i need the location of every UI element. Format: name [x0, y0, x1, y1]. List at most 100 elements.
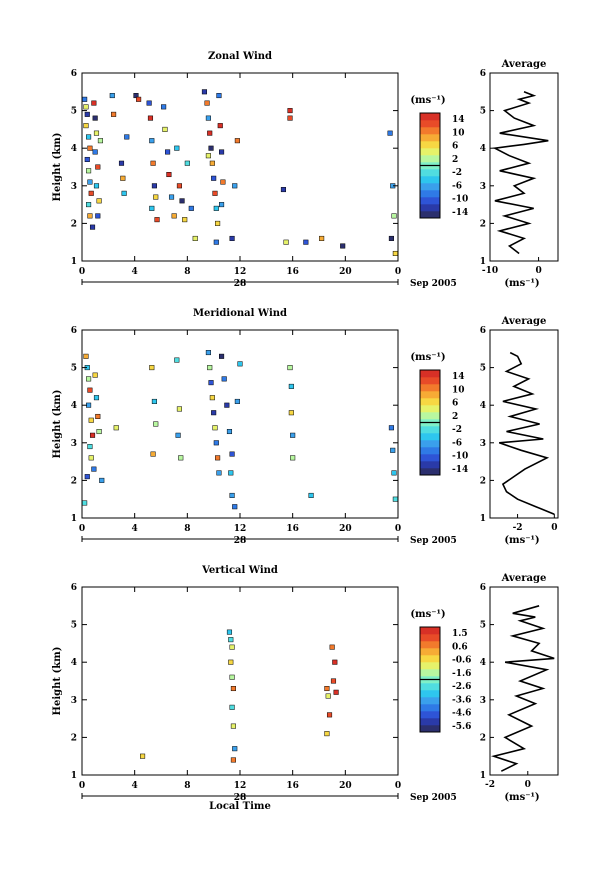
data-cell: [391, 213, 397, 219]
colorbar-tick-label: -4.6: [452, 709, 471, 719]
data-cell: [280, 187, 287, 193]
data-cell: [136, 96, 142, 102]
x-tick-label: 16: [286, 267, 299, 277]
data-cell: [229, 492, 235, 498]
colorbar-tick-label: 0.6: [452, 642, 468, 652]
colorbar-tick-label: 2: [452, 412, 458, 422]
date-label: 28: [234, 793, 247, 803]
data-cell: [209, 160, 215, 166]
data-cell: [216, 470, 222, 476]
colorbar-tick-label: 6: [452, 142, 458, 152]
colorbar-swatch: [420, 718, 440, 726]
date-label: 28: [234, 536, 247, 546]
profile-x-tick-label: 0: [551, 523, 557, 533]
y-tick-label: 6: [71, 69, 77, 79]
data-cell: [229, 704, 235, 710]
profile-x-label: (ms⁻¹): [504, 278, 539, 289]
data-cell: [179, 198, 185, 204]
colorbar-swatch: [420, 190, 440, 198]
y-axis-label: Height (km): [52, 133, 63, 202]
data-cell: [166, 172, 172, 178]
colorbar-tick-label: -10: [452, 195, 468, 205]
data-cell: [230, 686, 236, 692]
y-tick-label: 5: [71, 621, 77, 631]
y-tick-label: 1: [71, 514, 77, 524]
data-cell: [96, 198, 102, 204]
data-cell: [175, 432, 181, 438]
data-cell: [387, 130, 393, 136]
data-cell: [84, 111, 90, 117]
colorbar-swatch: [420, 169, 440, 177]
data-cell: [109, 93, 115, 99]
colorbar-swatch: [420, 669, 440, 677]
data-cell: [392, 250, 398, 256]
colorbar-swatch: [420, 127, 440, 135]
colorbar-swatch: [420, 176, 440, 184]
data-cell: [150, 160, 156, 166]
date-label: 28: [234, 279, 247, 289]
data-cell: [290, 455, 296, 461]
y-axis-label: Height (km): [52, 390, 63, 459]
data-cell: [212, 190, 218, 196]
colorbar-unit: (ms⁻¹): [410, 352, 445, 363]
data-cell: [207, 130, 213, 136]
profile-frame: [489, 72, 559, 262]
data-cell: [228, 470, 234, 476]
data-cell: [229, 235, 235, 241]
data-cell: [229, 644, 235, 650]
data-cell: [151, 398, 157, 404]
colorbar-tick-label: -5.6: [452, 722, 471, 732]
data-cell: [205, 350, 211, 356]
data-cell: [329, 644, 335, 650]
data-cell: [93, 183, 100, 189]
data-cell: [324, 731, 330, 737]
data-cell: [88, 455, 94, 461]
data-cell: [84, 156, 90, 162]
x-tick-label: 0: [79, 781, 85, 791]
x-tick-label: 4: [132, 267, 138, 277]
colorbar-swatch: [420, 398, 440, 406]
colorbar-swatch: [420, 627, 440, 635]
x-tick-label: 8: [184, 524, 190, 534]
colorbar-unit: (ms⁻¹): [410, 609, 445, 620]
data-cell: [154, 217, 160, 223]
data-cell: [86, 134, 92, 140]
colorbar-tick-label: 6: [452, 399, 458, 409]
x-tick-label: 20: [339, 781, 352, 791]
colorbar-swatch: [420, 183, 440, 191]
data-cell: [83, 104, 89, 110]
x-tick-label: 12: [234, 524, 247, 534]
data-cell: [83, 353, 89, 359]
y-tick-label: 3: [71, 439, 77, 449]
colorbar-swatch: [420, 440, 440, 448]
data-cell: [192, 235, 198, 241]
data-cell: [87, 444, 93, 450]
data-cell: [93, 130, 100, 136]
x-tick-label: 20: [339, 267, 352, 277]
x-tick-label: 20: [339, 524, 352, 534]
data-cell: [332, 659, 338, 665]
profile-x-tick-label: 0: [525, 780, 531, 790]
data-cell: [87, 213, 93, 219]
data-cell: [92, 115, 98, 121]
data-cell: [87, 387, 93, 393]
colorbar-swatch: [420, 377, 440, 385]
x-tick-label: 0: [79, 267, 85, 277]
data-cell: [204, 100, 210, 106]
data-cell: [86, 376, 92, 382]
colorbar-swatch: [420, 683, 440, 691]
data-cell: [111, 111, 117, 117]
data-cell: [388, 425, 394, 431]
data-cell: [84, 474, 90, 480]
profile-x-tick-label: -2: [485, 780, 495, 790]
profile-frame: [489, 329, 559, 519]
data-cell: [212, 425, 218, 431]
profile-y-tick-label: 6: [480, 69, 486, 79]
data-cell: [326, 712, 333, 718]
profile-title: Average: [501, 316, 547, 327]
colorbar-swatch: [420, 704, 440, 712]
y-tick-label: 6: [71, 326, 77, 336]
profile-x-label: (ms⁻¹): [504, 792, 539, 803]
profile-frame: [489, 586, 559, 776]
